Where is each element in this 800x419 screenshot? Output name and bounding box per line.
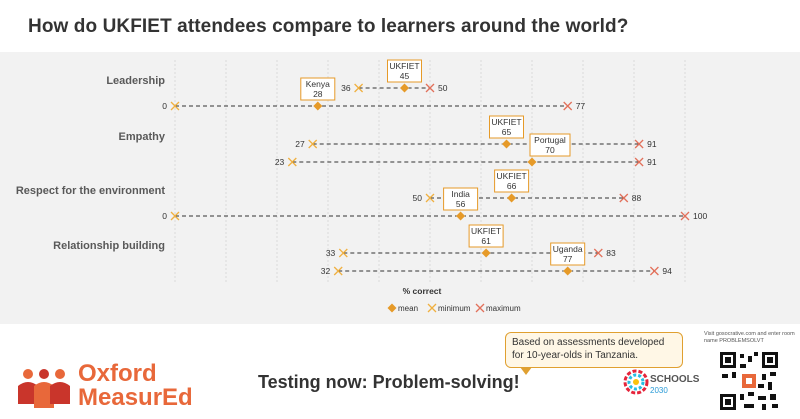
min-value-label: 50: [413, 193, 423, 203]
callout-label: UKFIET: [389, 61, 419, 71]
legend-max-label: maximum: [486, 304, 521, 313]
oxford-measured-logo-icon: [18, 369, 70, 408]
logo-line-1: Oxford: [78, 360, 157, 387]
max-marker: [634, 139, 644, 149]
callout-box: [494, 169, 530, 193]
legend-min-marker: [427, 303, 437, 313]
callout-box: [387, 59, 422, 83]
min-value-label: 33: [326, 248, 336, 258]
callout-mean-value: 66: [507, 181, 517, 191]
min-marker: [170, 101, 180, 111]
bubble-tail-icon: [520, 367, 532, 375]
testing-now-text: Testing now: Problem-solving!: [258, 372, 520, 392]
schools-label: SCHOOLS: [650, 374, 700, 385]
max-value-label: 100: [693, 211, 707, 221]
max-value-label: 91: [647, 157, 657, 167]
group-label: Relationship building: [53, 240, 165, 252]
callout-mean-value: 28: [313, 89, 323, 99]
group-label: Empathy: [119, 131, 166, 143]
callout-box: [550, 242, 586, 266]
callout-label: UKFIET: [496, 171, 526, 181]
min-marker: [354, 83, 364, 93]
mean-marker: [507, 193, 517, 203]
callout-mean-value: 56: [456, 199, 466, 209]
visit-instructions: Visit gosocrative.com and enter room nam…: [704, 331, 795, 344]
logo-line-2: MeasurEd: [78, 384, 193, 411]
x-axis-title: % correct: [403, 286, 442, 296]
callout-label: Portugal: [534, 135, 566, 145]
assessment-note-bubble: Based on assessments developed for 10-ye…: [505, 332, 683, 368]
schools-year: 2030: [650, 386, 668, 395]
callout-box: [300, 77, 336, 101]
max-marker: [593, 248, 603, 258]
max-marker: [563, 101, 573, 111]
min-value-label: 36: [341, 83, 351, 93]
chart-panel: [0, 52, 800, 324]
group-label: Leadership: [106, 75, 165, 87]
callout-box: [529, 133, 571, 157]
legend-max-marker: [475, 303, 485, 313]
mean-marker: [313, 101, 323, 111]
max-value-label: 50: [438, 83, 448, 93]
page-title: How do UKFIET attendees compare to learn…: [28, 16, 629, 37]
min-marker: [308, 139, 318, 149]
schools-2030-logo-icon: [623, 369, 649, 395]
callout-mean-value: 70: [545, 145, 555, 155]
callout-mean-value: 65: [502, 127, 512, 137]
mean-marker: [400, 83, 409, 93]
callout-mean-value: 61: [481, 236, 491, 246]
mean-marker: [481, 248, 491, 258]
mean-marker: [563, 266, 573, 276]
callout-box: [468, 224, 504, 248]
max-marker: [425, 83, 435, 93]
max-marker: [634, 157, 644, 167]
callout-label: UKFIET: [471, 226, 501, 236]
min-value-label: 0: [162, 211, 167, 221]
max-marker: [680, 211, 690, 221]
callout-label: India: [451, 189, 470, 199]
min-value-label: 23: [275, 157, 285, 167]
min-marker: [425, 193, 435, 203]
callout-label: Kenya: [306, 79, 330, 89]
mean-marker: [456, 211, 466, 221]
callout-mean-value: 45: [400, 71, 410, 81]
callout-box: [489, 115, 524, 139]
mean-marker: [527, 157, 537, 167]
min-value-label: 27: [295, 139, 305, 149]
max-marker: [619, 193, 629, 203]
group-label: Respect for the environment: [16, 185, 165, 197]
logo-wordmark: Oxford MeasurEd: [78, 362, 193, 410]
max-value-label: 94: [662, 266, 672, 276]
callout-box: [443, 187, 479, 211]
legend-mean-marker: [387, 303, 397, 313]
callout-label: Uganda: [553, 244, 583, 254]
callout-mean-value: 77: [563, 254, 573, 264]
min-marker: [287, 157, 297, 167]
max-value-label: 88: [632, 193, 642, 203]
callout-label: UKFIET: [491, 117, 521, 127]
qr-code-icon[interactable]: [718, 350, 780, 412]
legend-min-label: minimum: [438, 304, 471, 313]
min-marker: [170, 211, 180, 221]
max-value-label: 91: [647, 139, 657, 149]
max-value-label: 77: [576, 101, 586, 111]
max-value-label: 83: [606, 248, 616, 258]
min-value-label: 0: [162, 101, 167, 111]
max-marker: [649, 266, 659, 276]
min-marker: [333, 266, 343, 276]
legend-mean-label: mean: [398, 304, 418, 313]
min-value-label: 32: [321, 266, 331, 276]
min-marker: [338, 248, 348, 258]
mean-marker: [502, 139, 511, 149]
